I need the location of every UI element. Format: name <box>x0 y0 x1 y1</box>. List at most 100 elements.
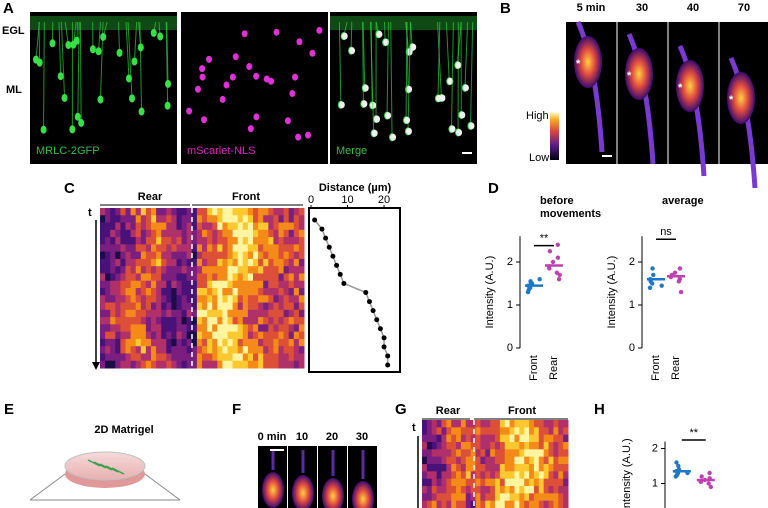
heatmap-cell <box>135 324 142 333</box>
heatmap-cell <box>533 500 540 508</box>
heatmap-cell <box>456 478 462 487</box>
heatmap-cell <box>563 478 569 487</box>
heatmap-cell <box>242 229 249 238</box>
heatmap-cell <box>247 324 254 333</box>
heatmap-cell <box>100 338 106 347</box>
heatmap-cell <box>145 309 152 318</box>
egl-band <box>30 16 177 30</box>
heatmap-cell <box>120 353 126 362</box>
process <box>470 21 474 126</box>
heatmap-cell <box>485 493 491 502</box>
heatmap-cell <box>166 288 172 296</box>
heatmap-cell <box>519 442 525 450</box>
heatmap-cell <box>176 251 183 260</box>
heatmap-cell <box>207 273 213 282</box>
heatmap-cell <box>495 434 501 443</box>
heatmap-cell <box>495 478 501 487</box>
y-tick-label: 0 <box>507 342 513 354</box>
heatmap-cell <box>232 360 239 369</box>
region-label: Front <box>508 405 536 417</box>
heatmap-cell <box>217 338 223 347</box>
heatmap-cell <box>217 360 223 369</box>
heatmap-cell <box>258 237 264 245</box>
heatmap-cell <box>553 434 559 443</box>
micrograph <box>330 12 477 164</box>
heatmap-cell <box>202 288 208 296</box>
process <box>77 21 80 117</box>
heatmap-cell <box>253 258 259 267</box>
heatmap-cell <box>548 427 554 436</box>
heatmap-cell <box>110 208 116 216</box>
heatmap-cell <box>441 464 447 472</box>
heatmap-cell <box>485 420 491 428</box>
heatmap-cell <box>263 309 269 318</box>
distance-point <box>366 299 372 305</box>
heatmap-cell <box>465 449 472 458</box>
y-tick-label: 2 <box>652 442 658 454</box>
heatmap-cell <box>490 471 496 480</box>
heatmap-cell <box>529 471 535 480</box>
heatmap-cell <box>140 244 147 253</box>
data-point <box>557 272 562 278</box>
heatmap-cell <box>426 442 433 450</box>
heatmap-cell <box>247 251 254 260</box>
heatmap-cell <box>490 500 496 508</box>
heatmap-cell <box>475 420 481 428</box>
heatmap-cell <box>176 258 183 267</box>
heatmap-cell <box>495 500 501 508</box>
heatmap-cell <box>524 449 530 458</box>
heatmap-cell <box>151 331 157 340</box>
heatmap-cell <box>237 273 244 282</box>
heatmap-cell <box>273 331 279 340</box>
heatmap-cell <box>538 449 545 458</box>
heatmap-cell <box>543 449 550 458</box>
heatmap-cell <box>130 273 137 282</box>
heatmap-cell <box>480 456 486 465</box>
heatmap-cell <box>278 309 285 318</box>
heatmap-cell <box>499 456 506 465</box>
heatmap-cell <box>446 464 452 472</box>
heatmap-cell <box>115 280 121 289</box>
heatmap-cell <box>543 464 550 472</box>
heatmap-cell <box>278 324 285 333</box>
heatmap-cell <box>278 331 285 340</box>
heatmap-cell <box>191 302 198 311</box>
heatmap-cell <box>490 464 496 472</box>
heatmap-cell <box>548 442 554 450</box>
heatmap-cell <box>105 302 111 311</box>
soma <box>164 101 171 110</box>
heatmap-cell <box>538 486 545 494</box>
heatmap-cell <box>293 208 300 216</box>
heatmap-cell <box>293 215 300 224</box>
heatmap-cell <box>237 215 244 224</box>
heatmap-cell <box>227 338 234 347</box>
heatmap-cell <box>263 338 269 347</box>
heatmap-cell <box>151 302 157 311</box>
heatmap-cell <box>227 353 234 362</box>
heatmap-cell <box>186 309 193 318</box>
heatmap-cell <box>232 229 239 238</box>
heatmap-cell <box>553 442 559 450</box>
distance-point <box>363 290 369 295</box>
heatmap-cell <box>135 258 142 267</box>
heatmap-cell <box>283 324 290 333</box>
heatmap-cell <box>115 222 121 231</box>
heatmap-cell <box>105 208 111 216</box>
heatmap-cell <box>263 295 269 304</box>
heatmap-cell <box>504 456 511 465</box>
heatmap-cell <box>288 360 295 369</box>
heatmap-cell <box>110 244 116 253</box>
heatmap-cell <box>533 493 540 502</box>
heatmap-cell <box>181 251 188 260</box>
heatmap-cell <box>166 251 172 260</box>
heatmap-cell <box>263 208 269 216</box>
heatmap-cell <box>253 215 259 224</box>
heatmap-cell <box>120 338 126 347</box>
heatmap-cell <box>222 302 228 311</box>
heatmap-cell <box>529 456 535 465</box>
heatmap-cell <box>499 434 506 443</box>
heatmap-cell <box>105 280 111 289</box>
data-point <box>556 277 562 282</box>
heatmap-cell <box>242 258 249 267</box>
heatmap-cell <box>263 244 269 253</box>
